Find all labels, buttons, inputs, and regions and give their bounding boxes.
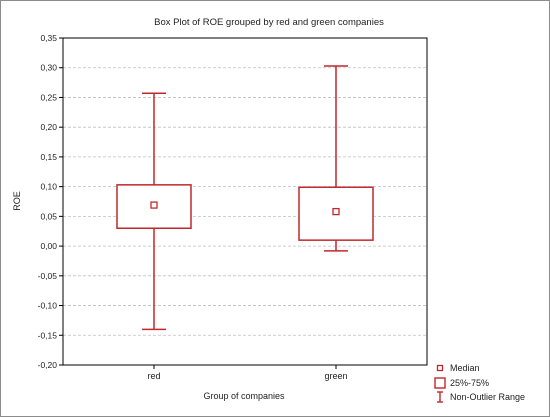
legend-label-iqr: 25%-75% (450, 378, 490, 388)
chart-title: Box Plot of ROE grouped by red and green… (154, 17, 384, 28)
median-marker-green (332, 207, 340, 216)
y-tick-label: -0,10 (38, 301, 58, 311)
legend-label-median: Median (450, 363, 480, 373)
y-tick-label: 0,35 (40, 33, 57, 43)
small-square-icon (433, 364, 447, 372)
legend-item-median: Median (433, 363, 480, 373)
whisker-icon (433, 391, 447, 403)
y-axis-label: ROE (12, 191, 22, 211)
legend-item-range: Non-Outlier Range (433, 391, 525, 403)
y-tick-label: 0,10 (40, 182, 57, 192)
y-tick-label: -0,15 (38, 330, 58, 340)
y-tick-label: 0,30 (40, 63, 57, 73)
legend-label-range: Non-Outlier Range (450, 392, 526, 402)
y-tick-label: -0,05 (38, 271, 58, 281)
y-tick-label: 0,05 (40, 211, 57, 221)
y-tick-label: 0,20 (40, 122, 57, 132)
plot-area: -0,20 -0,15 -0,10 -0,05 0,00 0,05 0,10 0,15 0,20… (38, 33, 428, 381)
y-tick-label: -0,20 (38, 360, 58, 370)
box-icon (433, 377, 447, 389)
plot-border (62, 37, 428, 366)
y-tick-label: 0,25 (40, 92, 57, 102)
y-tick-label: 0,15 (40, 152, 57, 162)
x-tick-label-red: red (147, 371, 160, 381)
y-tick-label: 0,00 (40, 241, 57, 251)
median-marker-red (150, 201, 158, 209)
x-tick-label-green: green (324, 371, 347, 381)
x-axis-label: Group of companies (203, 391, 285, 401)
legend-item-iqr: 25%-75% (433, 377, 489, 389)
